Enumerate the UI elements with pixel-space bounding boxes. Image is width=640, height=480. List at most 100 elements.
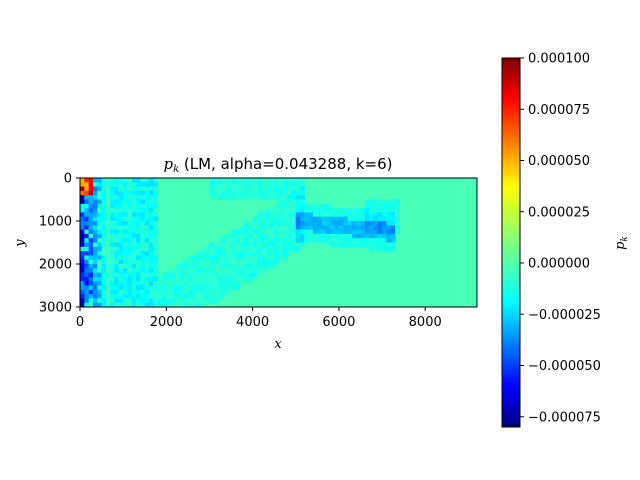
- heatmap-cell: [118, 259, 124, 265]
- heatmap-cell: [187, 264, 193, 269]
- heatmap-cell: [149, 285, 154, 291]
- heatmap-cell: [343, 212, 349, 218]
- heatmap-cell: [360, 233, 366, 239]
- heatmap-cell: [123, 190, 128, 196]
- heatmap-cell: [123, 221, 128, 226]
- heatmap-cell: [226, 251, 232, 256]
- heatmap-cell: [118, 221, 124, 226]
- heatmap-cell: [149, 264, 154, 269]
- heatmap-cell: [269, 246, 275, 252]
- heatmap-cell: [308, 229, 314, 235]
- heatmap-cell: [140, 238, 146, 243]
- heatmap-cell: [278, 199, 284, 205]
- heatmap-cell: [265, 186, 271, 192]
- plot-frame: [79, 177, 478, 308]
- heatmap-cell: [127, 221, 133, 226]
- heatmap-cell: [118, 298, 124, 304]
- heatmap-cell: [123, 203, 128, 209]
- heatmap-cell: [84, 221, 90, 226]
- heatmap-cell: [360, 229, 366, 235]
- heatmap-cell: [213, 251, 219, 256]
- heatmap-cell: [295, 190, 301, 196]
- heatmap-cell: [330, 225, 336, 231]
- heatmap-cell: [226, 272, 232, 278]
- heatmap-cell: [80, 178, 85, 183]
- heatmap-cell: [222, 285, 228, 291]
- heatmap-cell: [351, 229, 357, 235]
- heatmap-cell: [278, 190, 284, 196]
- heatmap-cell: [356, 233, 361, 239]
- heatmap-cell: [131, 281, 137, 286]
- heatmap-cell: [140, 208, 146, 213]
- heatmap-cell: [84, 182, 90, 188]
- heatmap-cell: [192, 281, 198, 286]
- heatmap-cell: [136, 285, 141, 291]
- heatmap-cell: [140, 221, 146, 226]
- heatmap-cell: [105, 195, 111, 200]
- heatmap-cell: [308, 208, 314, 213]
- heatmap-cell: [153, 208, 159, 213]
- y-tick-label: 2000: [39, 258, 72, 273]
- heatmap-cell: [256, 186, 262, 192]
- heatmap-cell: [118, 208, 124, 213]
- chart-title: pk (LM, alpha=0.043288, k=6): [163, 155, 392, 175]
- heatmap-cell: [131, 294, 137, 299]
- heatmap-cell: [88, 281, 94, 286]
- heatmap-cell: [101, 272, 107, 278]
- heatmap-cell: [209, 264, 215, 269]
- heatmap-cell: [118, 242, 124, 248]
- heatmap-cell: [252, 259, 258, 265]
- heatmap-cell: [213, 272, 219, 278]
- heatmap-cell: [149, 216, 154, 222]
- heatmap-cell: [351, 238, 357, 243]
- heatmap-cell: [231, 190, 236, 196]
- heatmap-cell: [101, 238, 107, 243]
- heatmap-cell: [222, 272, 228, 278]
- heatmap-cell: [213, 178, 219, 183]
- heatmap-cell: [92, 203, 98, 209]
- heatmap-cell: [88, 242, 94, 248]
- heatmap-cell: [166, 268, 172, 274]
- heatmap-cell: [308, 221, 314, 226]
- heatmap-cell: [252, 242, 258, 248]
- heatmap-cell: [308, 216, 314, 222]
- heatmap-cell: [131, 233, 137, 239]
- heatmap-cell: [114, 242, 120, 248]
- heatmap-cell: [261, 190, 267, 196]
- heatmap-cell: [101, 182, 107, 188]
- heatmap-cell: [222, 195, 228, 200]
- heatmap-cell: [97, 272, 103, 278]
- heatmap-cell: [149, 251, 154, 256]
- heatmap-cell: [97, 302, 103, 307]
- heatmap-cell: [364, 242, 370, 248]
- heatmap-cell: [360, 216, 366, 222]
- heatmap-cell: [101, 294, 107, 299]
- heatmap-cell: [131, 289, 137, 295]
- heatmap-cell: [356, 242, 361, 248]
- heatmap-cell: [205, 276, 210, 282]
- heatmap-cell: [321, 233, 327, 239]
- heatmap-cell: [118, 186, 124, 192]
- heatmap-cell: [256, 233, 262, 239]
- heatmap-cell: [278, 251, 284, 256]
- heatmap-cell: [295, 186, 301, 192]
- heatmap-cell: [248, 276, 254, 282]
- heatmap-cell: [187, 298, 193, 304]
- colorbar-label: pk: [613, 236, 630, 250]
- heatmap-cell: [248, 251, 254, 256]
- heatmap-cell: [174, 276, 180, 282]
- heatmap-cell: [114, 255, 120, 261]
- heatmap-cell: [136, 178, 141, 183]
- heatmap-cell: [153, 190, 159, 196]
- heatmap-cell: [274, 208, 279, 213]
- heatmap-cell: [209, 242, 215, 248]
- heatmap-cell: [105, 216, 111, 222]
- heatmap-cell: [235, 178, 241, 183]
- heatmap-cell: [179, 281, 185, 286]
- heatmap-cell: [80, 268, 85, 274]
- heatmap-cell: [291, 242, 297, 248]
- heatmap-cell: [200, 302, 206, 307]
- heatmap-cell: [351, 225, 357, 231]
- heatmap-cell: [123, 242, 128, 248]
- heatmap-cell: [127, 272, 133, 278]
